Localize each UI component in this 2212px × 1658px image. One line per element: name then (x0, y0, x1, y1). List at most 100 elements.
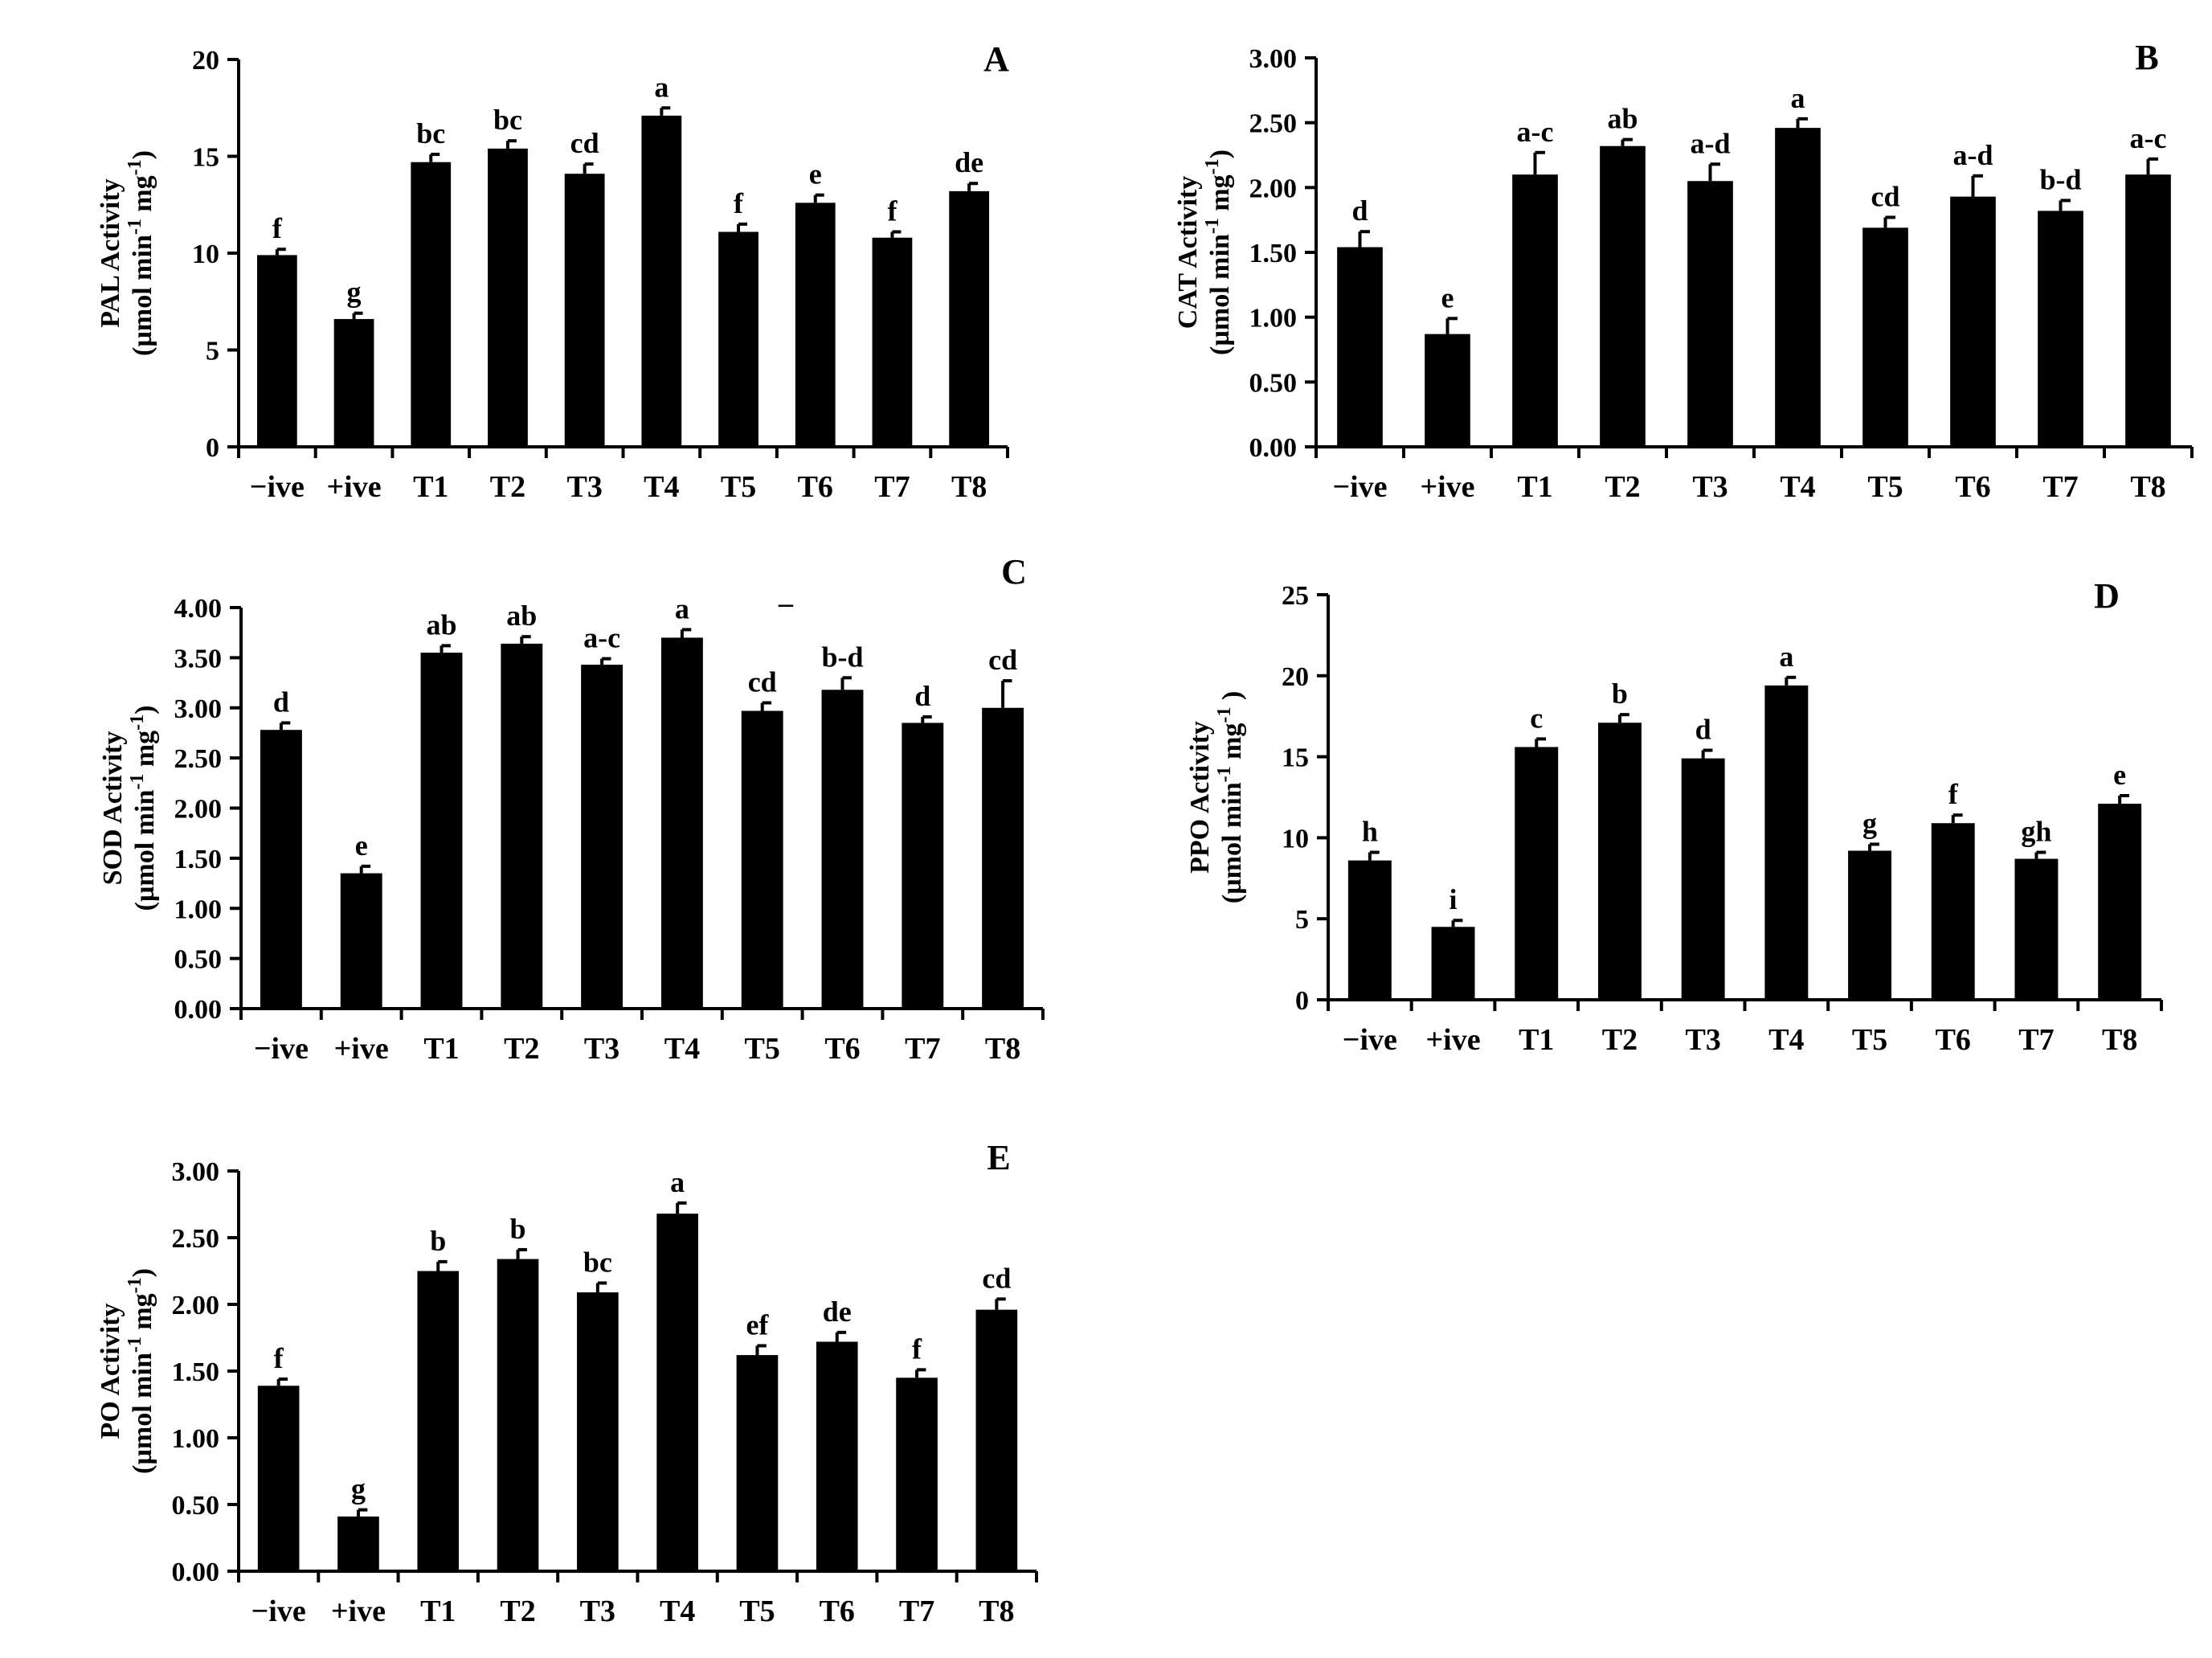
y-tick-label: 20 (1282, 662, 1309, 692)
significance-label: i (1449, 883, 1458, 915)
y-tick-label: 2.00 (1249, 174, 1298, 203)
y-tick-label: 0.00 (1249, 433, 1298, 463)
significance-label: b (430, 1225, 446, 1257)
significance-label: ab (1607, 103, 1638, 135)
significance-label: cd (982, 1262, 1011, 1294)
significance-label: b-d (821, 641, 863, 673)
y-tick-label: 0.50 (1249, 368, 1298, 398)
significance-label: cd (988, 644, 1017, 676)
x-tick-label: T2 (1602, 1023, 1638, 1057)
y-tick-label: 5 (1295, 905, 1309, 935)
x-tick-label: T5 (739, 1595, 775, 1628)
bar (1425, 334, 1470, 447)
bar (1347, 860, 1392, 1000)
x-tick-label: T3 (566, 470, 602, 504)
bar (2014, 858, 2059, 1000)
panel-letter: E (987, 1138, 1010, 1177)
significance-label: a (654, 71, 669, 103)
significance-label: f (272, 212, 283, 244)
y-tick-label: 1.00 (172, 1424, 220, 1454)
bar (1515, 747, 1559, 1000)
bar (1681, 758, 1725, 1000)
y-tick-label: 0.00 (172, 1558, 220, 1587)
significance-label: g (347, 276, 362, 309)
significance-label: g (1862, 807, 1877, 839)
bar (1431, 927, 1475, 1000)
bar (337, 1516, 379, 1571)
y-tick-label: 1.00 (174, 895, 223, 924)
significance-label: g (351, 1473, 366, 1505)
x-tick-label: T1 (423, 1032, 459, 1066)
x-tick-label: −ive (250, 470, 305, 504)
y-tick-label: 4.00 (174, 594, 223, 624)
bar (1950, 196, 1996, 448)
significance-label: a (1791, 82, 1805, 114)
x-tick-label: T6 (798, 470, 833, 504)
x-tick-label: T2 (490, 470, 525, 504)
bar (741, 710, 783, 1009)
x-tick-label: T8 (2102, 1023, 2137, 1057)
y-tick-label: 2.50 (1249, 109, 1298, 139)
bar (718, 231, 758, 447)
bar (411, 162, 452, 448)
bar (1931, 823, 1975, 1000)
bar (581, 665, 624, 1009)
bar (501, 643, 543, 1009)
significance-label: h (1362, 816, 1378, 848)
y-tick-label: 2.00 (174, 795, 223, 825)
y-axis-label: CAT Activity(µmol min-1 mg-1) (1173, 149, 1235, 355)
bar (488, 148, 528, 448)
x-tick-label: −ive (254, 1032, 309, 1066)
significance-label: ef (746, 1308, 769, 1341)
significance-label: cd (748, 666, 777, 698)
x-tick-label: T1 (1517, 470, 1552, 504)
bar (1848, 850, 1892, 1000)
x-tick-label: T5 (745, 1032, 780, 1066)
y-tick-label: 0 (1295, 986, 1309, 1016)
significance-label: e (2113, 759, 2126, 791)
x-tick-label: +ive (331, 1595, 386, 1628)
significance-label: cd (570, 127, 599, 159)
significance-label: f (274, 1342, 284, 1374)
chart-panel-d: 0 5 10 15 20 25 h −ive i +ive c T1 b T2 d T3 a T4 g T5 f T6 gh… (1185, 576, 2163, 1057)
x-tick-label: T7 (905, 1032, 940, 1066)
y-axis-label: PO Activity(µmol min-1 mg-1) (96, 1268, 157, 1474)
y-tick-label: 0.50 (174, 945, 223, 975)
x-tick-label: T2 (500, 1595, 535, 1628)
bar (257, 1386, 300, 1571)
significance-label: d (273, 686, 289, 718)
bar (260, 730, 302, 1009)
x-tick-label: T8 (985, 1032, 1020, 1066)
x-tick-label: −ive (251, 1595, 306, 1628)
bar (1862, 227, 1908, 447)
y-tick-label: 5 (206, 337, 219, 366)
y-tick-label: 2.50 (172, 1224, 220, 1254)
bar (656, 1214, 698, 1571)
x-tick-label: T1 (420, 1595, 456, 1628)
bar (333, 318, 374, 447)
significance-label: e (809, 158, 822, 190)
significance-label: b-d (2039, 163, 2081, 195)
chart-panel-b: 0.00 0.50 1.00 1.50 2.00 2.50 3.00 d −ive e +ive a-… (1173, 38, 2194, 504)
y-tick-label: 1.50 (1249, 239, 1298, 268)
panel-letter: C (1001, 552, 1027, 592)
significance-label: a-c (583, 622, 620, 654)
significance-label: d (1695, 714, 1711, 746)
significance-label: a-d (1952, 139, 1993, 171)
y-tick-label: 15 (1282, 743, 1309, 773)
x-tick-label: T8 (979, 1595, 1014, 1628)
x-tick-label: T8 (2130, 470, 2165, 504)
bar (1764, 685, 1809, 1000)
y-tick-label: 25 (1282, 581, 1309, 611)
bar (872, 237, 913, 447)
bar (660, 637, 703, 1009)
significance-label: a-c (2130, 122, 2167, 154)
panel-letter: A (983, 39, 1009, 79)
significance-label: f (1948, 778, 1959, 810)
x-tick-label: T4 (664, 1032, 700, 1066)
bar (2125, 174, 2171, 447)
significance-label: a (1779, 641, 1793, 673)
x-tick-label: T8 (951, 470, 987, 504)
stray-mark: – (778, 587, 794, 619)
significance-label: ab (426, 608, 456, 641)
